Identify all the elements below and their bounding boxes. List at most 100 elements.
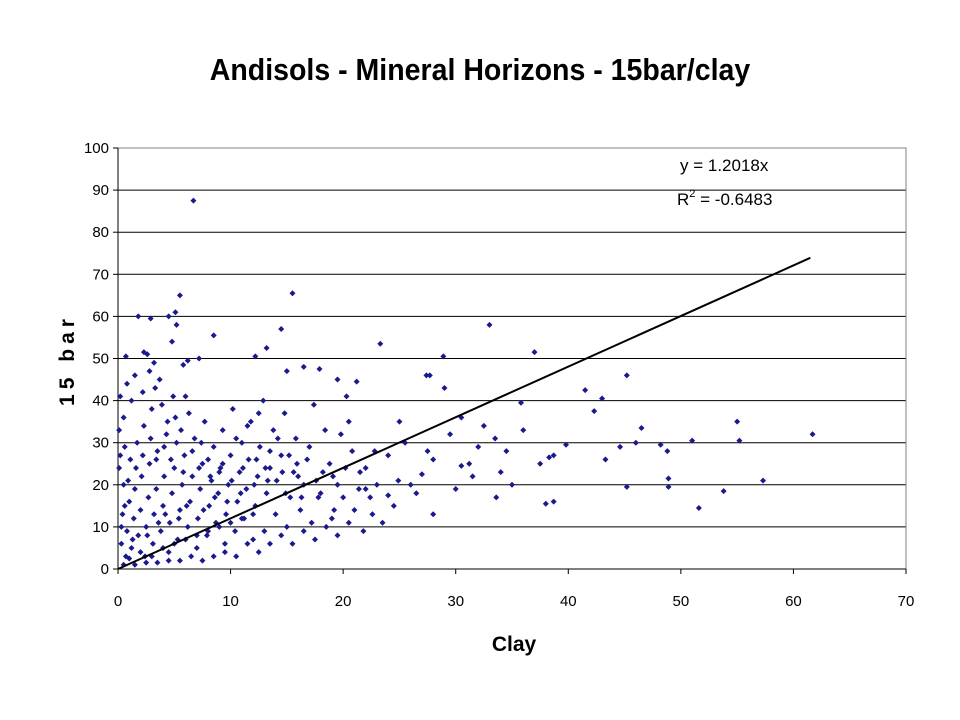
data-point (493, 494, 500, 501)
data-point (215, 490, 222, 497)
data-point (221, 540, 228, 547)
y-tick-label: 70 (92, 266, 109, 283)
data-point (304, 456, 311, 463)
data-point (518, 399, 525, 406)
data-point (211, 494, 218, 501)
data-point (292, 435, 299, 442)
data-point (146, 368, 153, 375)
data-points (116, 197, 816, 568)
data-point (165, 313, 172, 320)
data-point (236, 469, 243, 476)
data-point (130, 515, 137, 522)
data-point (351, 507, 358, 514)
data-point (208, 477, 215, 484)
data-point (283, 523, 290, 530)
data-point (180, 469, 187, 476)
data-point (617, 443, 624, 450)
data-point (503, 448, 510, 455)
data-point (331, 507, 338, 514)
data-point (221, 549, 228, 556)
x-axis: 0 10 20 30 40 50 60 70 (114, 568, 914, 610)
data-point (286, 452, 293, 459)
data-point (720, 488, 727, 495)
y-tick-label: 60 (92, 308, 109, 325)
chart-title: Andisols - Mineral Horizons - 15bar/clay (209, 52, 751, 87)
data-point (297, 507, 304, 514)
data-point (480, 422, 487, 429)
data-point (199, 557, 206, 564)
data-point (176, 292, 183, 299)
data-point (135, 313, 142, 320)
data-point (373, 481, 380, 488)
data-point (665, 483, 672, 490)
data-point (128, 397, 135, 404)
data-point (196, 464, 203, 471)
data-point (665, 475, 672, 482)
data-point (244, 540, 251, 547)
data-point (326, 460, 333, 467)
data-point (250, 511, 257, 518)
data-point (345, 418, 352, 425)
data-point (227, 519, 234, 526)
data-point (632, 439, 639, 446)
data-point (194, 515, 201, 522)
data-point (161, 473, 168, 480)
data-point (657, 441, 664, 448)
data-point (266, 464, 273, 471)
data-point (317, 490, 324, 497)
data-point (252, 353, 259, 360)
data-point (238, 515, 245, 522)
data-point (154, 559, 161, 566)
data-point (175, 515, 182, 522)
data-point (334, 376, 341, 383)
data-point (183, 502, 190, 509)
data-point (176, 557, 183, 564)
data-point (122, 553, 129, 560)
data-point (362, 486, 369, 493)
data-point (189, 448, 196, 455)
data-point (131, 486, 138, 493)
data-point (227, 452, 234, 459)
data-point (337, 431, 344, 438)
data-point (312, 536, 318, 543)
data-point (233, 553, 240, 560)
r-squared-letter: R (677, 190, 689, 209)
data-point (151, 359, 158, 366)
data-point (343, 393, 350, 400)
data-point (349, 448, 356, 455)
data-point (289, 290, 296, 297)
data-point (497, 469, 504, 476)
data-point (155, 519, 162, 526)
gridlines (118, 147, 906, 528)
data-point (165, 557, 172, 564)
data-point (199, 460, 206, 467)
data-point (330, 473, 337, 480)
data-point (184, 357, 191, 364)
data-point (180, 361, 187, 368)
data-point (134, 439, 141, 446)
data-point (146, 460, 153, 467)
data-point (143, 523, 150, 530)
data-point (193, 544, 200, 551)
data-point (135, 532, 142, 539)
data-point (563, 441, 570, 448)
data-point (188, 553, 195, 560)
data-point (143, 559, 150, 566)
data-point (157, 528, 164, 535)
data-point (207, 473, 214, 480)
data-point (140, 422, 147, 429)
x-tick-label: 0 (114, 593, 122, 610)
y-tick-label: 0 (101, 561, 109, 578)
data-point (149, 540, 156, 547)
data-point (262, 464, 269, 471)
data-point (116, 464, 123, 471)
y-tick-label: 30 (92, 435, 109, 452)
data-point (322, 427, 329, 434)
data-point (117, 452, 124, 459)
data-point (167, 456, 174, 463)
data-point (197, 486, 204, 493)
data-point (161, 443, 168, 450)
data-point (689, 437, 696, 444)
data-point (734, 418, 741, 425)
y-tick-label: 20 (92, 477, 109, 494)
